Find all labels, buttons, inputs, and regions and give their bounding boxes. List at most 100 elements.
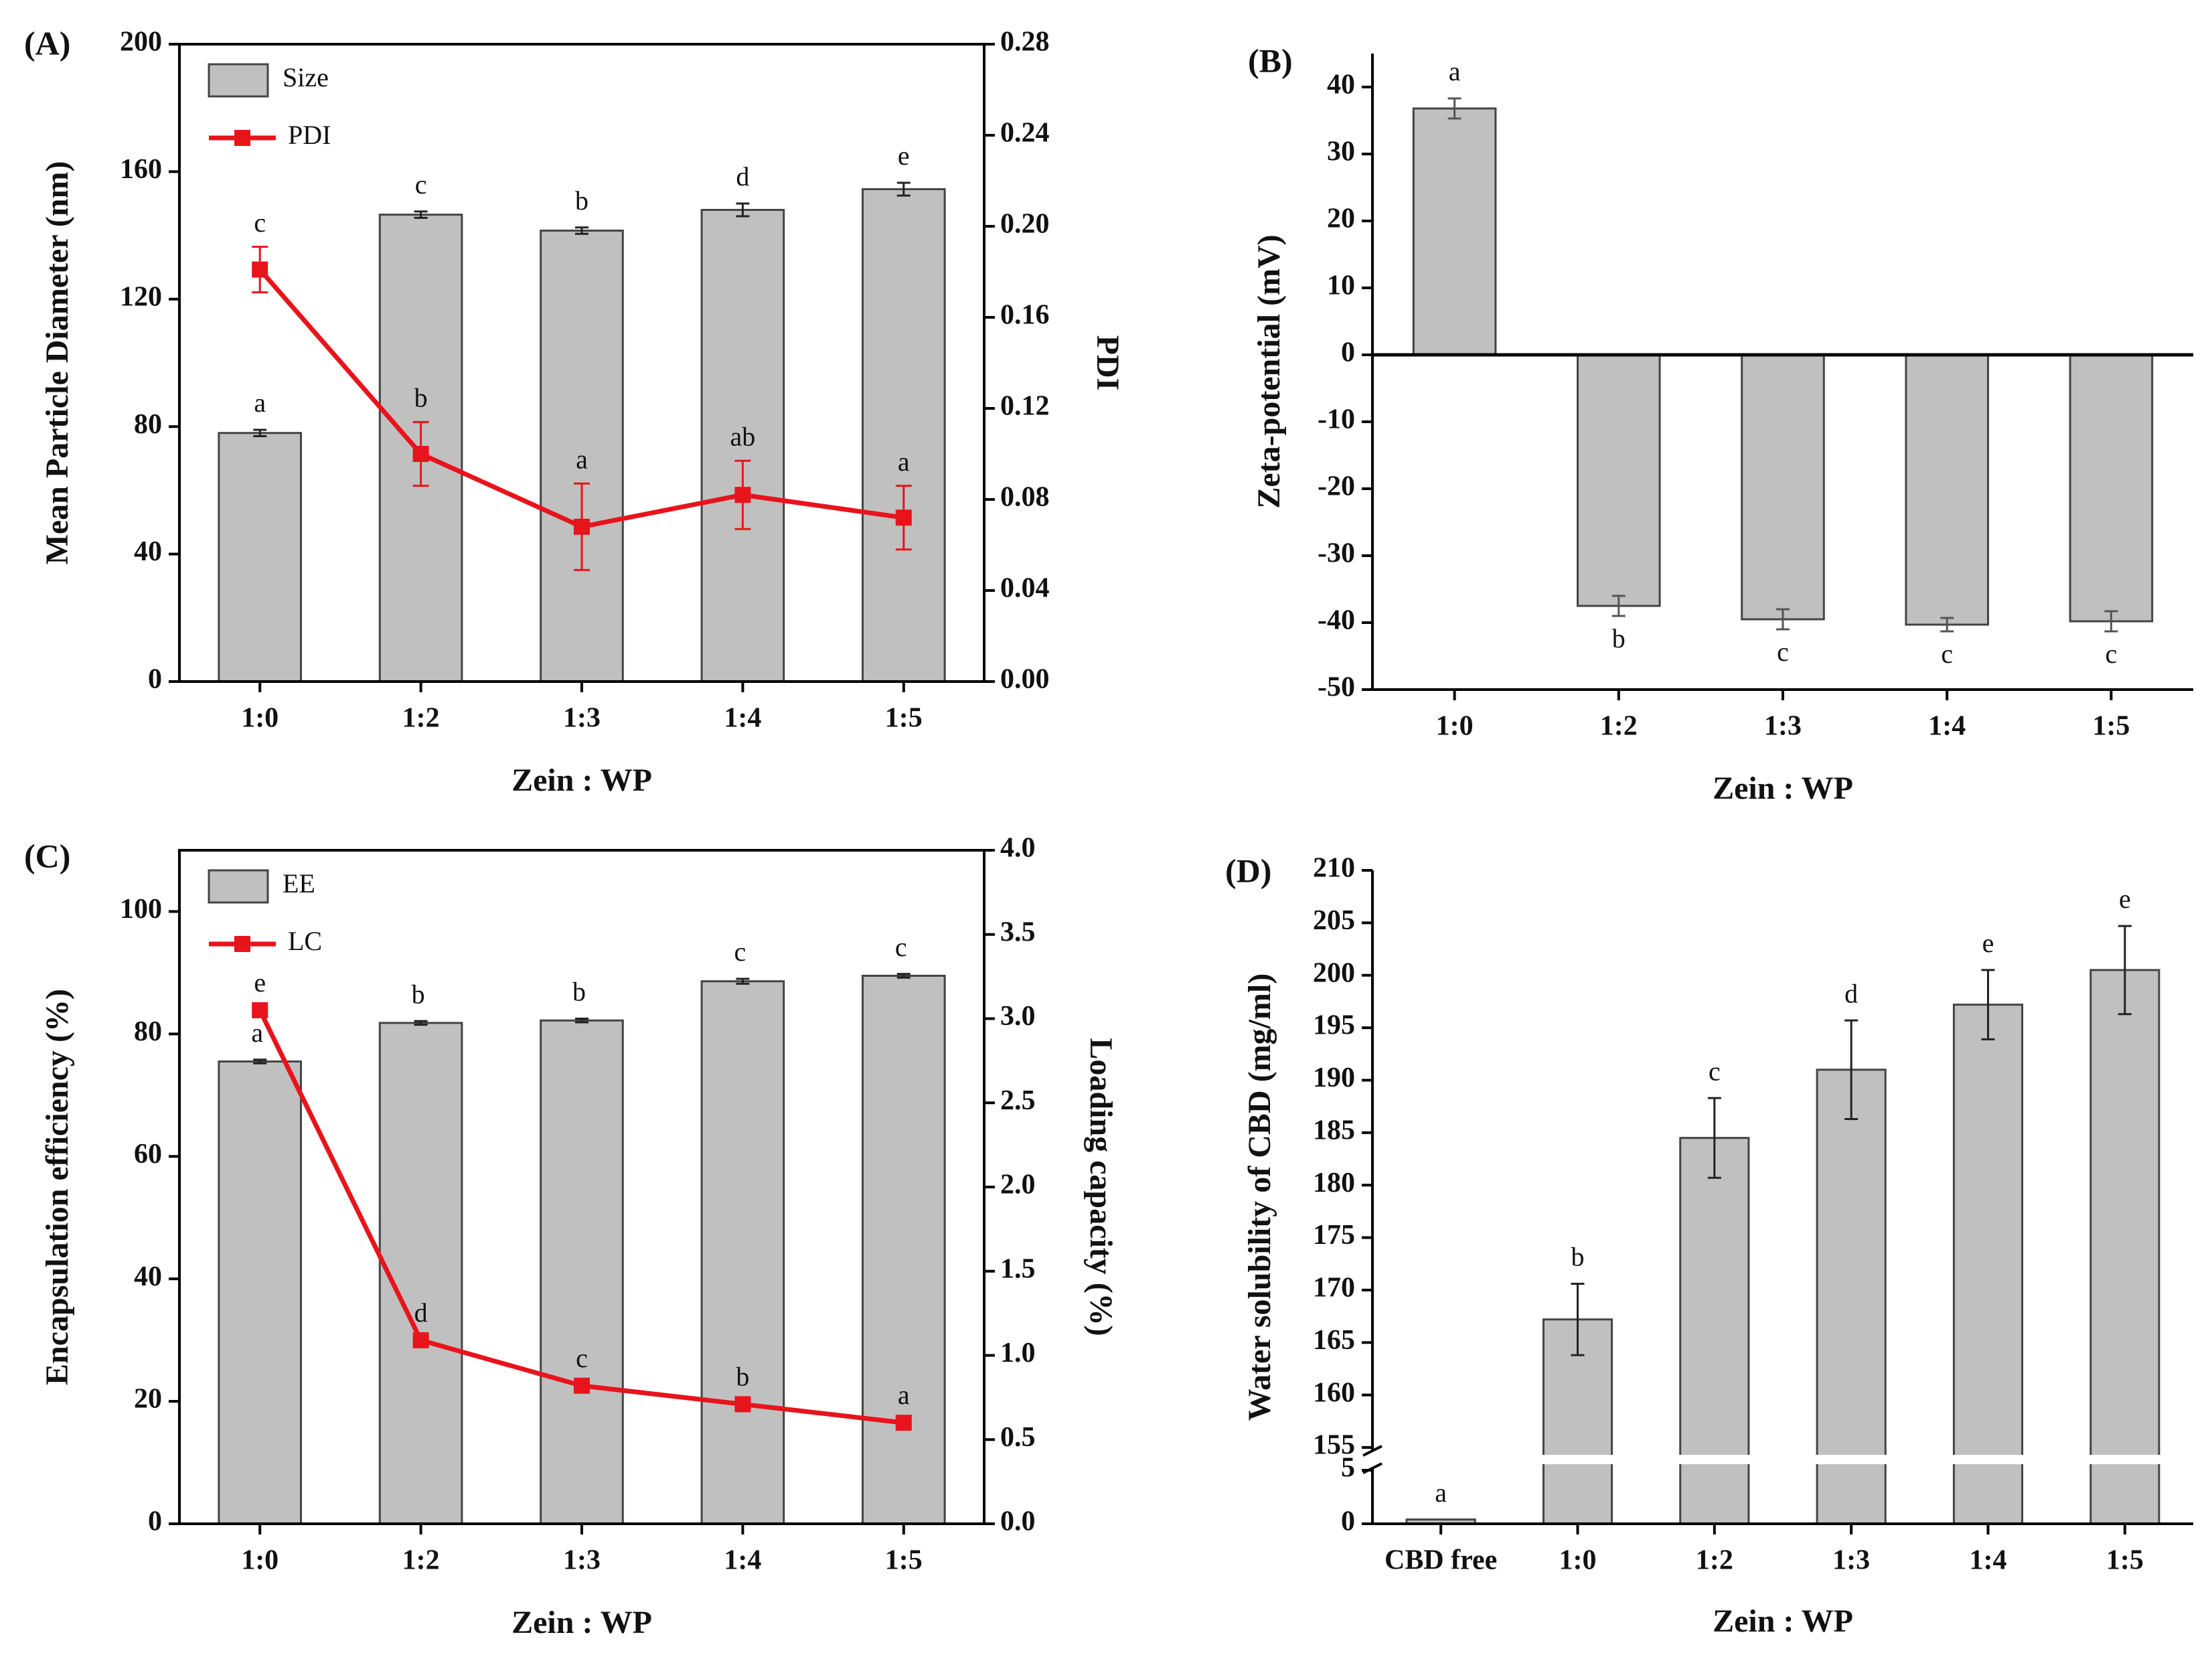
y-tick-label-d-11: 200: [1313, 957, 1355, 988]
bar-c-2: [540, 1019, 624, 1525]
break-mark-top-d: [1362, 1445, 1382, 1457]
y-tick-label-a-0: 0: [148, 664, 162, 695]
bar-d-2: [1679, 1137, 1750, 1525]
x-axis-title-a: Zein : WP: [511, 763, 652, 798]
bar-letter-c-1: b: [412, 979, 425, 1009]
legend-label-a-bar: Size: [283, 62, 329, 92]
y-axis-title-a: Mean Particle Diameter (nm): [40, 161, 75, 565]
line-marker-c-0: [252, 1002, 268, 1018]
bar-error-a-2: [575, 226, 588, 235]
line-marker-a-3: [734, 487, 751, 503]
x-tick-label-b-4: 1:5: [2092, 711, 2130, 742]
x-tick-label-c-4: 1:5: [885, 1545, 923, 1576]
legend-label-c-bar: EE: [283, 868, 315, 898]
line-letter-c-3: b: [736, 1362, 749, 1392]
y-tick-label-b-8: 30: [1327, 137, 1355, 167]
y2-tick-label-a-0: 0.00: [1000, 664, 1050, 695]
y2-tick-label-c-6: 3.0: [1000, 1001, 1036, 1032]
bar-letter-c-0: a: [251, 1018, 263, 1048]
y2-tick-label-a-7: 0.28: [1000, 27, 1050, 58]
y2-tick-label-c-7: 3.5: [1000, 917, 1036, 947]
line-letter-a-3: ab: [730, 421, 756, 451]
bar-error-d-5: [2118, 925, 2132, 1016]
y-tick-label-d-9: 190: [1313, 1062, 1355, 1093]
y-tick-label-d-1: 5: [1341, 1453, 1355, 1484]
y-tick-label-b-4: -10: [1318, 404, 1355, 435]
line-letter-c-0: e: [254, 967, 266, 998]
x-tick-label-a-0: 1:0: [241, 703, 279, 734]
bar-error-b-4: [2104, 610, 2118, 633]
line-letter-a-0: c: [254, 208, 266, 238]
line-letter-a-4: a: [898, 447, 910, 477]
bar-error-b-0: [1447, 97, 1462, 120]
bar-c-4: [861, 974, 946, 1525]
line-letter-c-2: c: [576, 1343, 588, 1373]
line-letter-c-1: d: [414, 1297, 428, 1328]
y2-tick-label-c-0: 0.0: [1000, 1506, 1036, 1537]
y2-tick-label-c-8: 4.0: [1000, 833, 1036, 864]
y-tick-label-c-1: 20: [134, 1384, 162, 1415]
bar-b-1: [1577, 353, 1661, 607]
line-marker-a-2: [574, 518, 590, 535]
x-tick-label-b-0: 1:0: [1436, 711, 1474, 742]
x-tick-label-a-1: 1:2: [402, 703, 440, 734]
bar-error-d-4: [1981, 969, 1995, 1040]
y-tick-label-b-2: -30: [1318, 538, 1355, 569]
y-tick-label-a-3: 120: [120, 281, 162, 312]
y-tick-label-a-5: 200: [120, 27, 162, 58]
bar-error-a-0: [253, 428, 267, 437]
bar-error-d-2: [1707, 1097, 1721, 1179]
y-tick-label-a-2: 80: [134, 409, 162, 440]
x-tick-label-d-3: 1:3: [1832, 1545, 1870, 1576]
panel-label-c: (C): [24, 837, 70, 874]
x-tick-label-d-4: 1:4: [1970, 1545, 2007, 1576]
bar-letter-d-3: d: [1844, 978, 1858, 1008]
y2-tick-label-a-3: 0.12: [1000, 391, 1050, 422]
y2-tick-label-c-1: 0.5: [1000, 1422, 1036, 1453]
bar-b-4: [2069, 353, 2154, 623]
y-tick-label-b-0: -50: [1318, 672, 1355, 703]
y-tick-label-c-3: 60: [134, 1139, 162, 1170]
bar-letter-b-4: c: [2106, 639, 2118, 669]
bar-letter-d-2: c: [1709, 1056, 1721, 1086]
x-tick-label-c-2: 1:3: [563, 1545, 601, 1576]
panel-label-d: (D): [1225, 852, 1271, 889]
bar-d-3: [1816, 1069, 1887, 1525]
bar-d-4: [1952, 1004, 2024, 1525]
y-tick-label-b-1: -40: [1318, 605, 1355, 636]
y-tick-label-d-10: 195: [1313, 1010, 1355, 1041]
bar-a-2: [540, 229, 624, 683]
bar-letter-b-2: c: [1777, 637, 1789, 667]
x-axis-title-d: Zein : WP: [1713, 1603, 1853, 1639]
x-tick-label-a-4: 1:5: [885, 703, 923, 734]
bar-letter-d-5: e: [2119, 884, 2131, 914]
bar-b-2: [1741, 353, 1825, 621]
y-tick-label-d-7: 180: [1313, 1168, 1355, 1198]
line-letter-c-4: a: [898, 1380, 910, 1410]
bar-c-1: [378, 1022, 463, 1525]
legend-marker-c-line: [234, 936, 250, 952]
y2-tick-label-c-2: 1.0: [1000, 1338, 1036, 1368]
bar-error-a-4: [896, 181, 911, 197]
x-tick-label-d-0: CBD free: [1385, 1545, 1497, 1576]
bar-c-0: [218, 1060, 303, 1525]
y-tick-label-b-6: 10: [1327, 270, 1355, 301]
y-tick-label-b-3: -20: [1318, 471, 1355, 502]
line-letter-a-2: a: [576, 444, 588, 474]
x-tick-label-b-2: 1:3: [1764, 711, 1802, 742]
x-tick-label-c-3: 1:4: [724, 1545, 761, 1576]
bar-letter-a-0: a: [254, 388, 266, 418]
bar-error-c-3: [736, 977, 750, 985]
line-letter-a-1: b: [414, 383, 428, 413]
legend-label-c-line: LC: [288, 926, 322, 956]
bar-letter-c-4: c: [895, 932, 907, 962]
y-tick-label-b-5: 0: [1341, 337, 1355, 368]
bar-letter-d-1: b: [1571, 1242, 1585, 1272]
bar-error-b-3: [1940, 617, 1954, 633]
bar-error-d-3: [1844, 1019, 1859, 1120]
bar-letter-c-3: c: [734, 937, 746, 967]
legend-swatch-c-bar: [208, 869, 269, 904]
bar-error-c-0: [253, 1058, 267, 1065]
bar-letter-d-4: e: [1982, 928, 1994, 958]
